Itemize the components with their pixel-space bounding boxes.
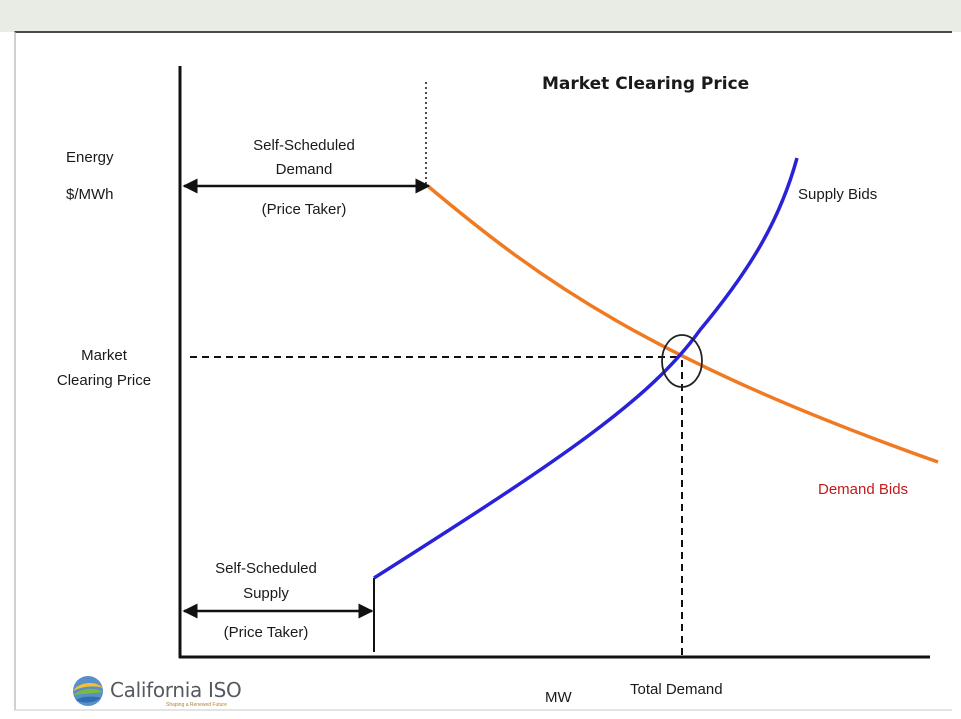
self-supply-label-line1: Self-Scheduled bbox=[215, 560, 317, 577]
self-demand-label-line1: Self-Scheduled bbox=[253, 137, 355, 154]
demand-bids-curve bbox=[427, 185, 939, 464]
logo-name: California ISO bbox=[110, 678, 242, 702]
supply-bids-label: Supply Bids bbox=[798, 186, 878, 203]
self-supply-label-line2: Supply bbox=[243, 585, 289, 602]
logo-globe-icon bbox=[73, 676, 103, 706]
supply-bids-curve bbox=[373, 157, 799, 580]
x-axis-label: MW bbox=[545, 689, 572, 706]
self-supply-label-line3: (Price Taker) bbox=[223, 624, 309, 641]
clearing-point-circle bbox=[661, 334, 703, 388]
chart-title: Market Clearing Price bbox=[542, 74, 750, 94]
self-demand-label-line2: Demand bbox=[275, 161, 333, 178]
total-demand-label: Total Demand bbox=[630, 681, 723, 698]
y-axis-label-unit: $/MWh bbox=[66, 186, 114, 203]
y-axis-label-energy: Energy bbox=[66, 149, 114, 166]
california-iso-logo: California ISO Shaping a Renewed Future bbox=[70, 672, 260, 712]
logo-tagline: Shaping a Renewed Future bbox=[166, 702, 227, 708]
top-band bbox=[0, 0, 961, 32]
demand-bids-label: Demand Bids bbox=[818, 481, 909, 498]
market-price-label-line2: Clearing Price bbox=[56, 372, 152, 389]
self-demand-label-line3: (Price Taker) bbox=[261, 201, 347, 218]
slide-frame bbox=[14, 31, 952, 711]
market-price-label-line1: Market bbox=[81, 347, 127, 364]
